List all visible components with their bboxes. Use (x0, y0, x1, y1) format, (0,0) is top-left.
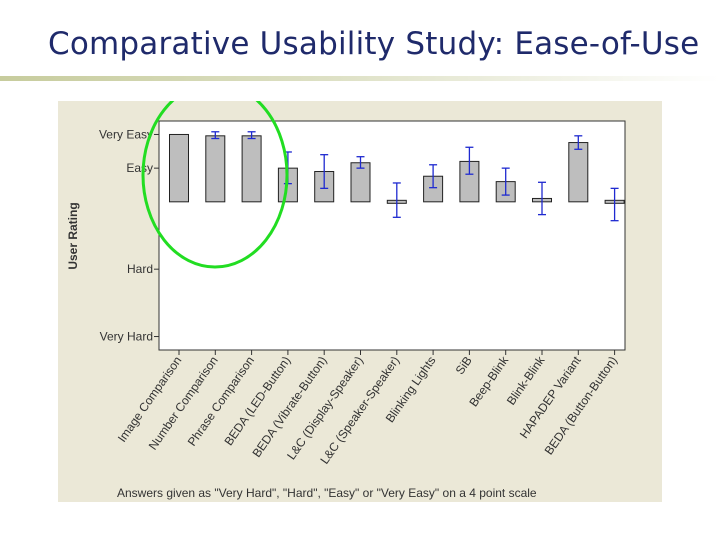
error-bar (429, 164, 438, 189)
bar (241, 135, 262, 203)
y-axis-title: User Rating (66, 202, 80, 269)
x-tick-label: SiB (453, 354, 475, 377)
error-bar (247, 131, 256, 140)
y-axis: Very Easy Easy Hard Very Hard (99, 127, 159, 344)
chart-footnote: Answers given as "Very Hard", "Hard", "E… (117, 486, 537, 500)
error-bar (465, 146, 474, 175)
error-bar (538, 181, 546, 216)
bar (205, 135, 226, 203)
chart-figure: Very Easy Easy Hard Very Hard User Rating I… (58, 101, 662, 502)
error-bar (610, 187, 619, 222)
ease-of-use-chart: Very Easy Easy Hard Very Hard User Rating I… (66, 101, 626, 500)
y-tick-label: Easy (126, 161, 153, 175)
x-tick-label: BEDA (LED-Button) (221, 354, 293, 448)
error-bar (211, 131, 220, 140)
error-bar (320, 154, 329, 190)
slide-title: Comparative Usability Study: Ease-of-Use (48, 26, 700, 62)
bar (568, 142, 589, 203)
plot-area (158, 120, 626, 351)
x-tick-label: Phrase Comparison (185, 354, 257, 449)
y-tick-label: Hard (127, 262, 153, 276)
y-tick-label: Very Easy (99, 127, 153, 141)
title-rule (0, 76, 720, 81)
error-bar (392, 182, 401, 218)
highlight-ellipse (141, 101, 289, 269)
x-tick-label: BEDA (Button-Button) (542, 354, 620, 458)
error-bar (574, 135, 583, 150)
y-tick-label: Very Hard (100, 330, 153, 344)
error-bar (501, 167, 510, 196)
bar (169, 133, 189, 203)
error-bar (356, 156, 365, 169)
x-tick-label: Image Comparison (115, 354, 185, 445)
x-tick-label: Number Comparison (146, 354, 221, 453)
